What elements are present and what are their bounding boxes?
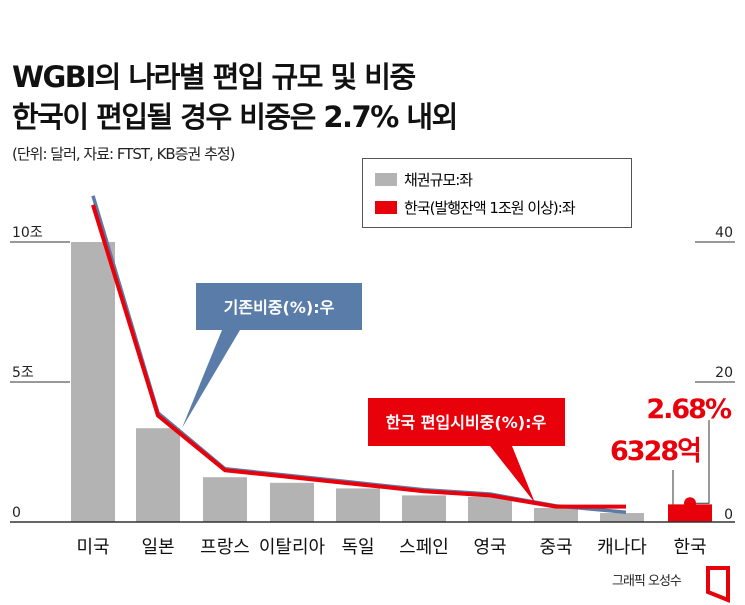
legend: 채권규모:좌 한국(발행잔액 1조원 이상):좌 [362, 158, 632, 228]
credit: 그래픽 오성수 [612, 574, 682, 589]
right-tick-label: 20 [715, 365, 733, 381]
x-tick-label: 스페인 [399, 537, 449, 558]
legend-swatch [375, 201, 397, 214]
existing-callout-box [182, 283, 362, 428]
x-tick-label: 캐나다 [597, 537, 647, 558]
bar-일본 [136, 428, 180, 522]
chart-title: WGBI의 나라별 편입 규모 및 비중 [12, 60, 416, 94]
legend-item-bond: 채권규모:좌 [375, 169, 473, 190]
unit-note: (단위: 달러, 자료: FTST, KB증권 추정) [12, 145, 236, 163]
korea-callout-box [368, 398, 565, 503]
x-tick-label: 일본 [141, 537, 174, 558]
x-tick-label: 미국 [76, 537, 109, 558]
line-series-3 [91, 204, 626, 509]
korea-share-point [684, 497, 696, 510]
legend-label: 한국(발행잔액 1조원 이상):좌 [404, 199, 576, 217]
left-tick-label: 0 [12, 505, 21, 521]
right-tick-label: 0 [724, 507, 733, 523]
korea-callout-label: 한국 편입시비중(%):우 [386, 413, 547, 432]
x-tick-label: 프랑스 [200, 537, 250, 558]
bar-캐나다 [600, 513, 644, 522]
legend-item-korea: 한국(발행잔액 1조원 이상):좌 [375, 197, 576, 218]
bar-프랑스 [203, 477, 247, 522]
legend-swatch [375, 173, 397, 186]
leader-line [696, 420, 710, 504]
right-tick-label: 40 [715, 225, 733, 241]
existing-callout-label: 기존비중(%):우 [224, 298, 335, 317]
x-tick-label: 중국 [539, 537, 572, 558]
chart-subtitle: 한국이 편입될 경우 비중은 2.7% 내외 [12, 100, 458, 134]
x-tick-label: 영국 [473, 537, 506, 558]
bar-한국 [668, 504, 712, 522]
bar-영국 [468, 496, 512, 522]
left-tick-label: 10조 [12, 225, 43, 241]
legend-label: 채권규모:좌 [404, 171, 473, 189]
bar-미국 [71, 242, 115, 522]
bar-중국 [534, 508, 578, 522]
x-tick-label: 이탈리아 [259, 537, 326, 558]
x-tick-label: 한국 [673, 537, 706, 558]
bar-이탈리아 [270, 482, 314, 522]
bar-독일 [336, 488, 380, 522]
bar-스페인 [402, 495, 446, 522]
left-tick-label: 5조 [12, 365, 34, 381]
korea-share-label: 2.68% [646, 394, 732, 425]
korea-size-label: 6328억 [610, 436, 700, 467]
x-tick-label: 독일 [341, 537, 374, 558]
